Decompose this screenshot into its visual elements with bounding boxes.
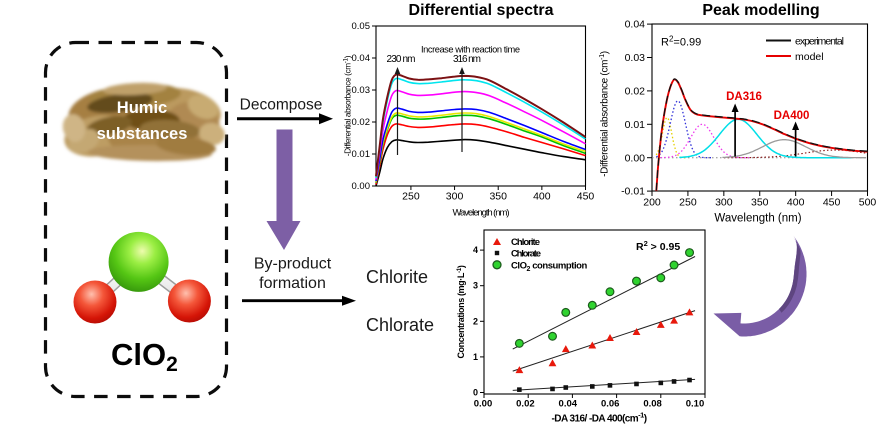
svg-text:500: 500 xyxy=(859,197,877,209)
svg-text:formation: formation xyxy=(259,275,326,292)
svg-text:0.08: 0.08 xyxy=(643,399,662,410)
svg-text:0.00: 0.00 xyxy=(352,181,371,192)
svg-text:0: 0 xyxy=(473,388,478,398)
svg-text:0.06: 0.06 xyxy=(601,399,620,410)
svg-text:3: 3 xyxy=(473,281,478,291)
svg-text:-0.01: -0.01 xyxy=(621,186,645,198)
svg-text:0.10: 0.10 xyxy=(686,399,705,410)
svg-text:experimental: experimental xyxy=(795,36,844,48)
svg-text:-DA 316/ -DA 400(cm-1): -DA 316/ -DA 400(cm-1) xyxy=(552,411,647,425)
svg-text:Chlorite: Chlorite xyxy=(366,267,428,287)
svg-text:Chlorate: Chlorate xyxy=(511,249,541,260)
svg-text:300: 300 xyxy=(715,197,733,209)
svg-text:0.04: 0.04 xyxy=(559,399,578,410)
svg-text:Decompose: Decompose xyxy=(240,97,323,114)
svg-text:1: 1 xyxy=(473,352,478,362)
svg-text:0.03: 0.03 xyxy=(625,52,646,64)
svg-text:0.00: 0.00 xyxy=(474,399,493,410)
svg-text:Chlorite: Chlorite xyxy=(511,237,540,248)
svg-text:230 nm: 230 nm xyxy=(387,54,416,65)
svg-text:0.02: 0.02 xyxy=(625,86,646,98)
svg-text:2: 2 xyxy=(473,316,478,326)
svg-text:350: 350 xyxy=(489,191,507,203)
svg-text:Increase with reaction time: Increase with reaction time xyxy=(421,45,520,55)
svg-text:0.00: 0.00 xyxy=(625,152,646,164)
svg-text:0.04: 0.04 xyxy=(352,53,371,64)
svg-text:0.01: 0.01 xyxy=(625,119,646,131)
svg-text:200: 200 xyxy=(643,197,661,209)
svg-text:0.03: 0.03 xyxy=(352,85,371,96)
svg-text:450: 450 xyxy=(823,197,841,209)
svg-text:Concentrations (mg·L-1): Concentrations (mg·L-1) xyxy=(456,265,466,358)
svg-text:0.05: 0.05 xyxy=(352,21,371,32)
svg-text:Wavelength (nm): Wavelength (nm) xyxy=(714,213,801,225)
svg-text:300: 300 xyxy=(446,191,464,203)
svg-text:ClO2 consumption: ClO2 consumption xyxy=(511,261,588,274)
svg-text:250: 250 xyxy=(402,191,420,203)
svg-text:0.01: 0.01 xyxy=(352,149,371,160)
svg-text:0.04: 0.04 xyxy=(625,19,646,31)
svg-text:-Differential absorbance (cm-1: -Differential absorbance (cm-1) xyxy=(599,51,611,177)
svg-text:DA400: DA400 xyxy=(774,110,810,122)
svg-text:316 nm: 316 nm xyxy=(453,54,481,65)
svg-text:R2 > 0.95: R2 > 0.95 xyxy=(636,239,680,253)
svg-text:Peak modelling: Peak modelling xyxy=(702,2,819,19)
svg-text:ClO2: ClO2 xyxy=(111,337,178,376)
svg-text:Chlorate: Chlorate xyxy=(366,315,434,335)
svg-text:250: 250 xyxy=(679,197,697,209)
svg-text:model: model xyxy=(795,51,824,63)
svg-text:0.02: 0.02 xyxy=(516,399,535,410)
svg-text:By-product: By-product xyxy=(254,256,332,273)
svg-text:Wavelength (nm): Wavelength (nm) xyxy=(453,208,510,219)
svg-text:4: 4 xyxy=(473,245,478,255)
svg-text:substances: substances xyxy=(97,125,188,143)
svg-text:R2=0.99: R2=0.99 xyxy=(661,35,701,49)
svg-text:450: 450 xyxy=(577,191,595,203)
svg-text:DA316: DA316 xyxy=(726,91,762,103)
svg-text:Differential spectra: Differential spectra xyxy=(409,2,554,19)
svg-text:350: 350 xyxy=(751,197,769,209)
svg-text:400: 400 xyxy=(533,191,551,203)
svg-text:-Differential absorbance (cm-1: -Differential absorbance (cm-1) xyxy=(343,55,353,156)
svg-text:400: 400 xyxy=(787,197,805,209)
svg-text:0.02: 0.02 xyxy=(352,117,371,128)
svg-text:Humic: Humic xyxy=(117,99,167,117)
